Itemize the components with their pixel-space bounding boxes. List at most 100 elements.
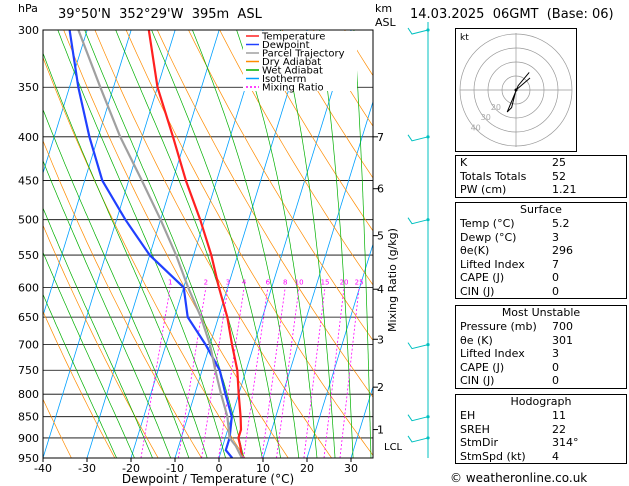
wet-adiabat-line	[43, 159, 172, 458]
hodograph-stats-box: Hodograph EH 11 SREH 22 StmDir 314° StmSpd (kt…	[455, 394, 627, 464]
mixing-ratio-label: 1	[168, 278, 172, 286]
legend-label: Wet Adiabat	[262, 66, 323, 77]
index-label: Lifted Index	[460, 347, 525, 360]
index-label: CAPE (J)	[460, 360, 505, 374]
pressure-tick-label: 300	[18, 24, 39, 37]
pressure-tick-label: 550	[18, 249, 39, 262]
location-label: 39°50'N 352°29'W 395m ASL	[58, 7, 262, 22]
wet-adiabat-line	[84, 30, 245, 458]
mixing-ratio-line	[303, 287, 326, 458]
dry-adiabat-line	[219, 30, 373, 286]
dry-adiabat-line	[43, 56, 246, 458]
index-label: Temp (°C)	[460, 217, 515, 230]
index-label: PW (cm)	[460, 183, 507, 196]
temperature-tick-label: -30	[78, 462, 96, 475]
dry-adiabat-line	[281, 30, 373, 179]
mixing-ratio-label: 25	[355, 278, 364, 286]
index-value: 11	[552, 409, 566, 422]
index-value: 1.21	[552, 183, 577, 196]
mixing-ratio-label: 4	[242, 278, 247, 286]
wind-barb	[407, 27, 429, 35]
lcl-label: LCL	[384, 442, 403, 453]
wind-barb	[407, 342, 429, 350]
table-row: CIN (J) 0	[456, 374, 626, 388]
table-row: CAPE (J) 0	[456, 271, 626, 285]
wind-barb	[407, 217, 429, 225]
table-row: Pressure (mb) 700	[456, 320, 626, 334]
table-row: PW (cm) 1.21	[456, 183, 626, 197]
isotherm-line	[43, 30, 132, 317]
mixing-ratio-line	[261, 287, 286, 458]
index-label: Lifted Index	[460, 257, 525, 271]
km-tick-label: 5	[377, 230, 384, 243]
index-value: 0	[552, 271, 559, 284]
dry-adiabat-line	[156, 30, 373, 398]
hodograph-panel: kt 20 30 40	[455, 28, 577, 152]
mixing-ratio-label: 2	[204, 278, 208, 286]
mixing-ratio-line	[140, 287, 171, 458]
x-axis-label: Dewpoint / Temperature (°C)	[122, 472, 294, 486]
mixing-ratio-line	[218, 287, 245, 458]
km-tick-label: 7	[377, 131, 384, 144]
pressure-unit-label: hPa	[18, 2, 38, 15]
index-label: EH	[460, 409, 476, 422]
index-value: 0	[552, 374, 559, 387]
index-label: θe (K)	[460, 333, 493, 347]
pressure-tick-label: 850	[18, 411, 39, 424]
table-row: θe(K) 296	[456, 244, 626, 258]
dry-adiabat-line	[43, 139, 202, 458]
table-row: StmSpd (kt) 4	[456, 450, 626, 464]
pressure-tick-label: 900	[18, 432, 39, 445]
index-label: CAPE (J)	[460, 271, 505, 284]
table-row: Temp (°C) 5.2	[456, 217, 626, 231]
index-value: 296	[552, 244, 573, 257]
index-value: 22	[552, 422, 566, 436]
dry-adiabat-line	[43, 398, 72, 458]
mixing-ratio-label: 10	[295, 278, 304, 286]
wet-adiabat-line	[43, 207, 153, 458]
wind-barb	[407, 435, 429, 443]
index-value: 0	[552, 360, 559, 374]
hodograph-unit-label: kt	[460, 33, 469, 43]
wet-adiabat-line	[43, 293, 117, 458]
index-value: 3	[552, 230, 559, 244]
mixing-ratio-label: 20	[340, 278, 349, 286]
table-row: θe (K) 301	[456, 334, 626, 348]
km-tick-label: 4	[377, 283, 384, 296]
dry-adiabat-line	[63, 30, 289, 458]
table-row: StmDir 314°	[456, 436, 626, 450]
mixing-ratio-label: 15	[321, 278, 330, 286]
temperature-tick-label: 20	[300, 462, 314, 475]
series-line-temperature	[147, 30, 243, 458]
index-value: 25	[552, 156, 566, 169]
km-tick-label: 2	[377, 381, 384, 394]
table-row: SREH 22	[456, 423, 626, 437]
index-value: 3	[552, 347, 559, 360]
table-row: CIN (J) 0	[456, 285, 626, 299]
legend-label: Isotherm	[262, 74, 306, 85]
hodograph-origin	[514, 88, 518, 92]
index-value: 0	[552, 284, 559, 298]
wet-adiabat-line	[43, 108, 190, 458]
index-label: CIN (J)	[460, 284, 495, 298]
mixing-ratio-line	[276, 287, 300, 458]
wet-adiabat-line	[236, 30, 318, 458]
index-label: StmDir	[460, 436, 499, 449]
temperature-tick-label: -40	[34, 462, 52, 475]
table-row: EH 11	[456, 409, 626, 423]
indices-box: K 25 Totals Totals 52 PW (cm) 1.21	[455, 155, 627, 198]
km-label: km	[375, 2, 393, 15]
wet-adiabat-line	[192, 30, 300, 458]
index-value: 314°	[552, 436, 579, 449]
mixing-ratio-label: 6	[266, 278, 271, 286]
dry-adiabat-line	[125, 30, 373, 456]
index-value: 5.2	[552, 217, 570, 230]
mixing-ratio-line	[323, 287, 345, 458]
hodograph-trace	[506, 72, 530, 113]
mixing-ratio-axis-label: Mixing Ratio (g/kg)	[386, 228, 399, 332]
mixing-ratio-line	[339, 287, 360, 458]
index-label: Pressure (mb)	[460, 320, 537, 333]
asl-label: ASL	[375, 16, 396, 29]
index-value: 7	[552, 257, 559, 271]
